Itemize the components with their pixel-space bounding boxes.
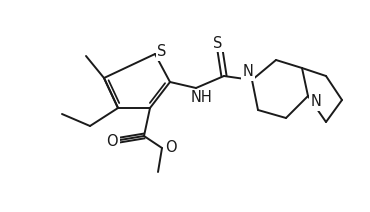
Text: O: O — [165, 141, 177, 155]
Text: S: S — [157, 45, 167, 60]
Text: N: N — [243, 64, 253, 80]
Text: O: O — [106, 134, 118, 149]
Text: S: S — [213, 35, 223, 50]
Text: NH: NH — [190, 91, 212, 106]
Text: N: N — [310, 95, 322, 110]
